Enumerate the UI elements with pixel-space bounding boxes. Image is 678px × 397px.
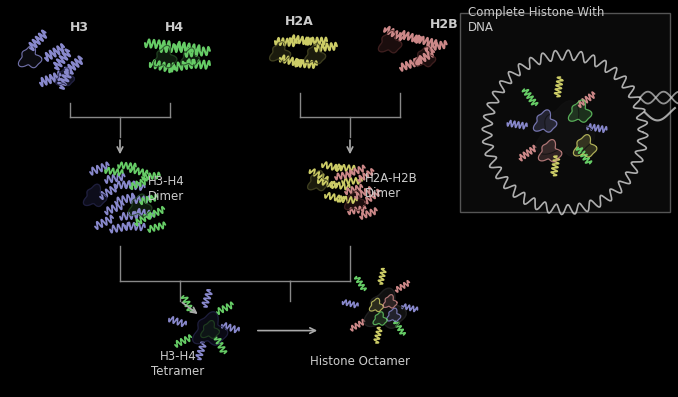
Polygon shape xyxy=(128,194,152,216)
Polygon shape xyxy=(370,298,384,312)
Polygon shape xyxy=(308,171,329,191)
Polygon shape xyxy=(193,312,228,345)
Polygon shape xyxy=(536,101,595,157)
Text: H3: H3 xyxy=(70,21,89,34)
Polygon shape xyxy=(574,135,597,157)
Text: H2A-H2B
Dimer: H2A-H2B Dimer xyxy=(365,172,418,200)
Polygon shape xyxy=(538,140,562,162)
Polygon shape xyxy=(304,44,325,64)
Polygon shape xyxy=(568,100,592,122)
Polygon shape xyxy=(534,110,557,132)
Polygon shape xyxy=(378,31,402,53)
FancyBboxPatch shape xyxy=(460,13,670,212)
Polygon shape xyxy=(83,184,107,206)
Polygon shape xyxy=(201,320,220,338)
Text: H3-H4
Dimer: H3-H4 Dimer xyxy=(148,175,184,203)
Polygon shape xyxy=(270,42,291,62)
Text: Histone Octamer: Histone Octamer xyxy=(310,355,410,368)
Polygon shape xyxy=(414,46,436,67)
Polygon shape xyxy=(386,308,401,322)
Text: H3-H4
Tetramer: H3-H4 Tetramer xyxy=(151,350,205,378)
Polygon shape xyxy=(373,312,387,325)
Polygon shape xyxy=(181,48,199,66)
Text: H4: H4 xyxy=(165,21,184,34)
Polygon shape xyxy=(56,68,75,86)
Polygon shape xyxy=(383,295,397,308)
Polygon shape xyxy=(364,288,406,328)
Text: Complete Histone With
DNA: Complete Histone With DNA xyxy=(468,6,604,34)
Polygon shape xyxy=(18,45,42,68)
Text: H2A: H2A xyxy=(285,15,314,28)
Polygon shape xyxy=(153,45,177,68)
Text: H2B: H2B xyxy=(430,18,458,31)
Polygon shape xyxy=(344,191,365,210)
